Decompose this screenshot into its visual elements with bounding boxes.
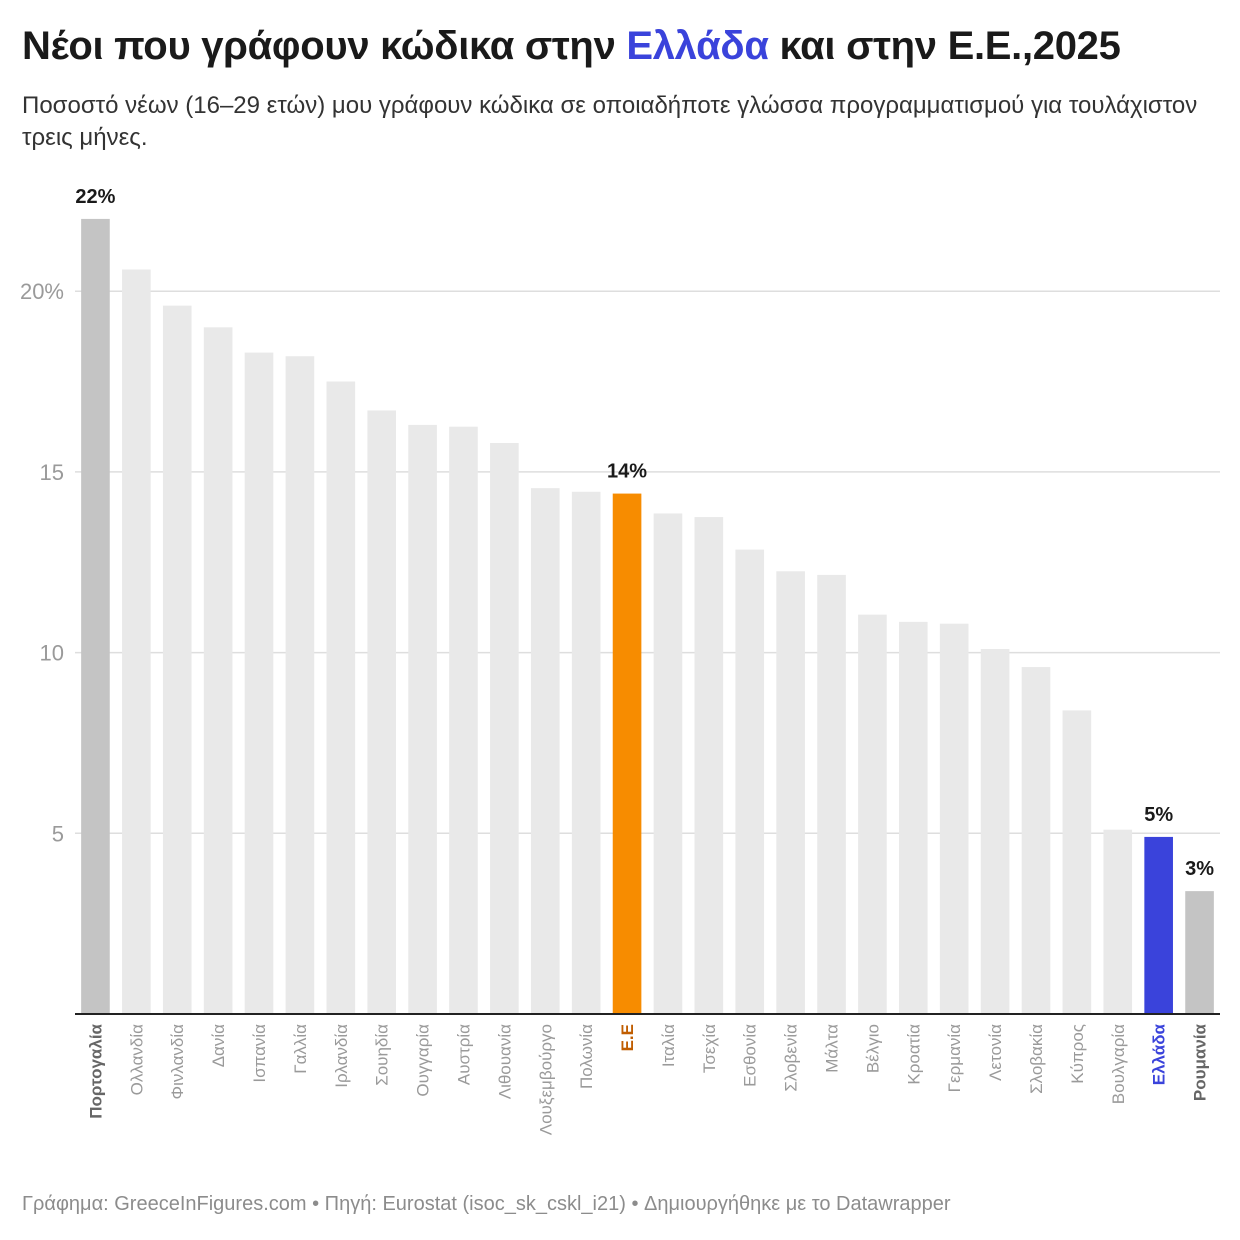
- x-tick-label-14: Ε.Ε: [618, 1024, 637, 1051]
- x-tick-label-27: Ελλάδα: [1150, 1023, 1169, 1085]
- x-tick-label-3: Φινλανδία: [168, 1024, 187, 1100]
- bar-11: [490, 442, 519, 1015]
- bar-15: [653, 513, 683, 1014]
- x-tick-label-25: Κύπρος: [1068, 1024, 1087, 1084]
- bar-9: [408, 424, 437, 1014]
- x-tick-label-2: Ολλανδία: [127, 1024, 146, 1096]
- x-tick-label-6: Γαλλία: [291, 1024, 310, 1074]
- bar-3: [162, 305, 192, 1014]
- x-tick-label-10: Αυστρία: [454, 1024, 473, 1085]
- title-highlight-greece: Ελλάδα: [626, 24, 769, 68]
- chart-title: Νέοι που γράφουν κώδικα στην Ελλάδα και …: [22, 20, 1222, 72]
- y-tick-label-15: 15: [40, 460, 64, 485]
- bar-12: [530, 488, 560, 1014]
- value-label-1: 22%: [75, 186, 115, 208]
- bar-20: [858, 614, 887, 1014]
- x-tick-label-1: Πορτογαλία: [86, 1023, 105, 1118]
- bar-19: [817, 574, 846, 1014]
- x-tick-label-28: Ρουμανία: [1191, 1023, 1210, 1101]
- bar-24: [1021, 667, 1051, 1014]
- bar-25: [1062, 710, 1092, 1014]
- chart-subtitle: Ποσοστό νέων (16–29 ετών) μου γράφουν κώ…: [22, 92, 1198, 151]
- x-tick-label-21: Κροατία: [904, 1024, 923, 1085]
- bar-22: [939, 623, 969, 1014]
- bar-7: [326, 381, 356, 1015]
- x-tick-label-5: Ισπανία: [250, 1024, 269, 1083]
- x-tick-label-16: Τσεχία: [700, 1024, 719, 1073]
- bar-26: [1103, 829, 1133, 1014]
- bar-13: [571, 491, 601, 1014]
- x-tick-label-8: Σουηδία: [373, 1024, 392, 1086]
- bar-21: [898, 621, 928, 1014]
- x-tick-label-18: Σλοβενία: [782, 1024, 801, 1092]
- y-tick-label-10: 10: [40, 641, 64, 666]
- bar-10: [449, 426, 478, 1014]
- x-tick-label-17: Εσθονία: [741, 1024, 760, 1087]
- bar-17: [735, 549, 765, 1014]
- x-tick-label-24: Σλοβακία: [1027, 1024, 1046, 1094]
- y-tick-label-20: 20%: [20, 279, 64, 304]
- bar-18: [776, 571, 805, 1014]
- x-tick-label-9: Ουγγαρία: [414, 1024, 433, 1097]
- x-tick-label-12: Λουξεμβούργο: [536, 1024, 555, 1135]
- x-tick-label-22: Γερμανία: [945, 1024, 964, 1093]
- value-label-14: 14%: [607, 461, 647, 483]
- title-suffix: και στην Ε.Ε.,2025: [768, 24, 1121, 68]
- y-tick-label-5: 5: [52, 821, 64, 846]
- x-tick-label-26: Βουλγαρία: [1109, 1024, 1128, 1104]
- x-tick-label-19: Μάλτα: [823, 1024, 842, 1073]
- bar-5: [244, 352, 274, 1014]
- bar-16: [694, 517, 724, 1014]
- bar-27: [1144, 836, 1173, 1014]
- bar-1: [81, 218, 110, 1014]
- x-tick-label-7: Ιρλανδία: [332, 1024, 351, 1088]
- x-tick-label-11: Λιθουανία: [495, 1024, 514, 1099]
- chart-footer-source: Γράφημα: GreeceInFigures.com • Πηγή: Eur…: [22, 1193, 951, 1215]
- bar-28: [1185, 891, 1214, 1014]
- value-label-27: 5%: [1144, 804, 1173, 826]
- title-prefix: Νέοι που γράφουν κώδικα στην: [22, 24, 627, 68]
- x-tick-label-23: Λετονία: [986, 1024, 1005, 1081]
- x-tick-label-13: Πολωνία: [577, 1024, 596, 1089]
- bar-8: [367, 410, 397, 1014]
- bar-14: [612, 493, 642, 1014]
- bar-6: [285, 356, 315, 1014]
- value-label-28: 3%: [1185, 858, 1214, 880]
- x-tick-label-4: Δανία: [209, 1024, 228, 1067]
- x-tick-label-20: Βέλγιο: [863, 1024, 882, 1073]
- bar-23: [980, 648, 1010, 1014]
- x-tick-label-15: Ιταλία: [659, 1024, 678, 1067]
- bar-4: [203, 327, 233, 1014]
- bar-2: [122, 269, 151, 1014]
